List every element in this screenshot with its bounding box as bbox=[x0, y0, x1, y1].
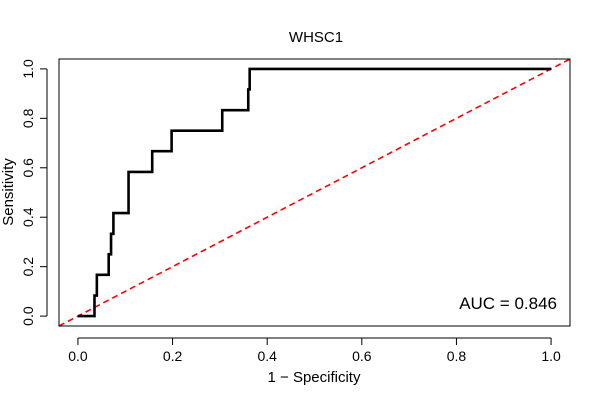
reference-diagonal-line bbox=[58, 58, 571, 327]
plot-frame bbox=[58, 58, 571, 327]
axis-layer: 0.0 0.2 0.4 0.6 0.8 1.0 0.0 0.2 0.4 0.6 0.8 1.0 bbox=[20, 59, 561, 364]
x-axis-label: 1 − Specificity bbox=[268, 369, 361, 386]
x-tick-label: 0.6 bbox=[352, 348, 372, 364]
x-tick-label: 0.2 bbox=[163, 348, 183, 364]
y-tick-label: 0.0 bbox=[20, 306, 36, 326]
chart-title: WHSC1 bbox=[289, 29, 343, 46]
y-tick-label: 0.8 bbox=[20, 108, 36, 128]
y-tick-label: 0.2 bbox=[20, 257, 36, 277]
y-axis-label: Sensitivity bbox=[0, 158, 17, 226]
y-tick-label: 0.4 bbox=[20, 207, 36, 227]
roc-curve-line bbox=[77, 67, 552, 318]
x-tick-label: 0.0 bbox=[68, 348, 88, 364]
x-tick-label: 1.0 bbox=[541, 348, 561, 364]
y-tick-label: 1.0 bbox=[20, 59, 36, 79]
plot-layer bbox=[58, 58, 571, 327]
x-tick-label: 0.8 bbox=[447, 348, 467, 364]
x-tick-label: 0.4 bbox=[257, 348, 277, 364]
y-tick-label: 0.6 bbox=[20, 158, 36, 178]
auc-annotation: AUC = 0.846 bbox=[459, 294, 557, 313]
